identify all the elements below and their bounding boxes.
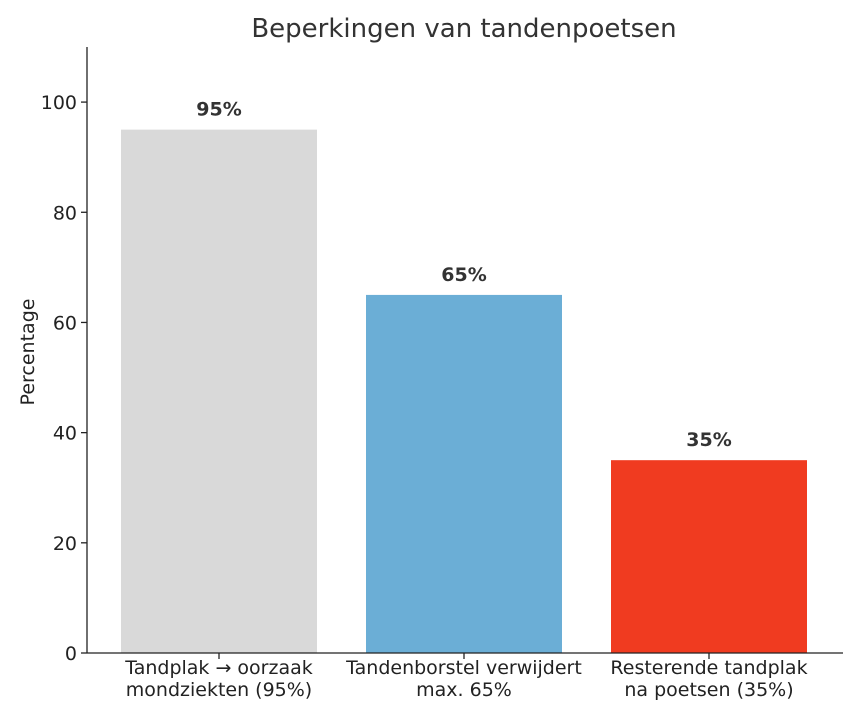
- x-axis: Tandplak → oorzaak mondziekten (95%) Tande…: [87, 652, 843, 701]
- bar-value-label: 35%: [686, 429, 731, 451]
- chart-title: Beperkingen van tandenpoetsen: [251, 14, 676, 44]
- x-tick-label: Tandenborstel verwijdert max. 65%: [345, 657, 582, 701]
- y-tick-label: 100: [41, 92, 77, 114]
- y-tick-label: 80: [53, 202, 77, 224]
- x-tick-label: Resterende tandplak na poetsen (35%): [610, 657, 807, 701]
- x-tick-label: Tandplak → oorzaak mondziekten (95%): [124, 657, 313, 701]
- y-axis-label: Percentage: [17, 299, 39, 406]
- bar: [611, 460, 807, 653]
- bars-group: [121, 129, 807, 654]
- y-tick-label: 60: [53, 312, 77, 334]
- data-labels-group: 95% 65% 35%: [196, 99, 731, 452]
- y-axis: 0 20 40 60 80 100: [41, 47, 88, 665]
- y-tick-label: 20: [53, 533, 77, 555]
- y-tick-label: 40: [53, 423, 77, 445]
- bar: [121, 129, 317, 654]
- bar: [366, 294, 562, 653]
- bar-value-label: 65%: [441, 264, 486, 286]
- y-tick-label: 0: [65, 643, 77, 665]
- bar-value-label: 95%: [196, 99, 241, 121]
